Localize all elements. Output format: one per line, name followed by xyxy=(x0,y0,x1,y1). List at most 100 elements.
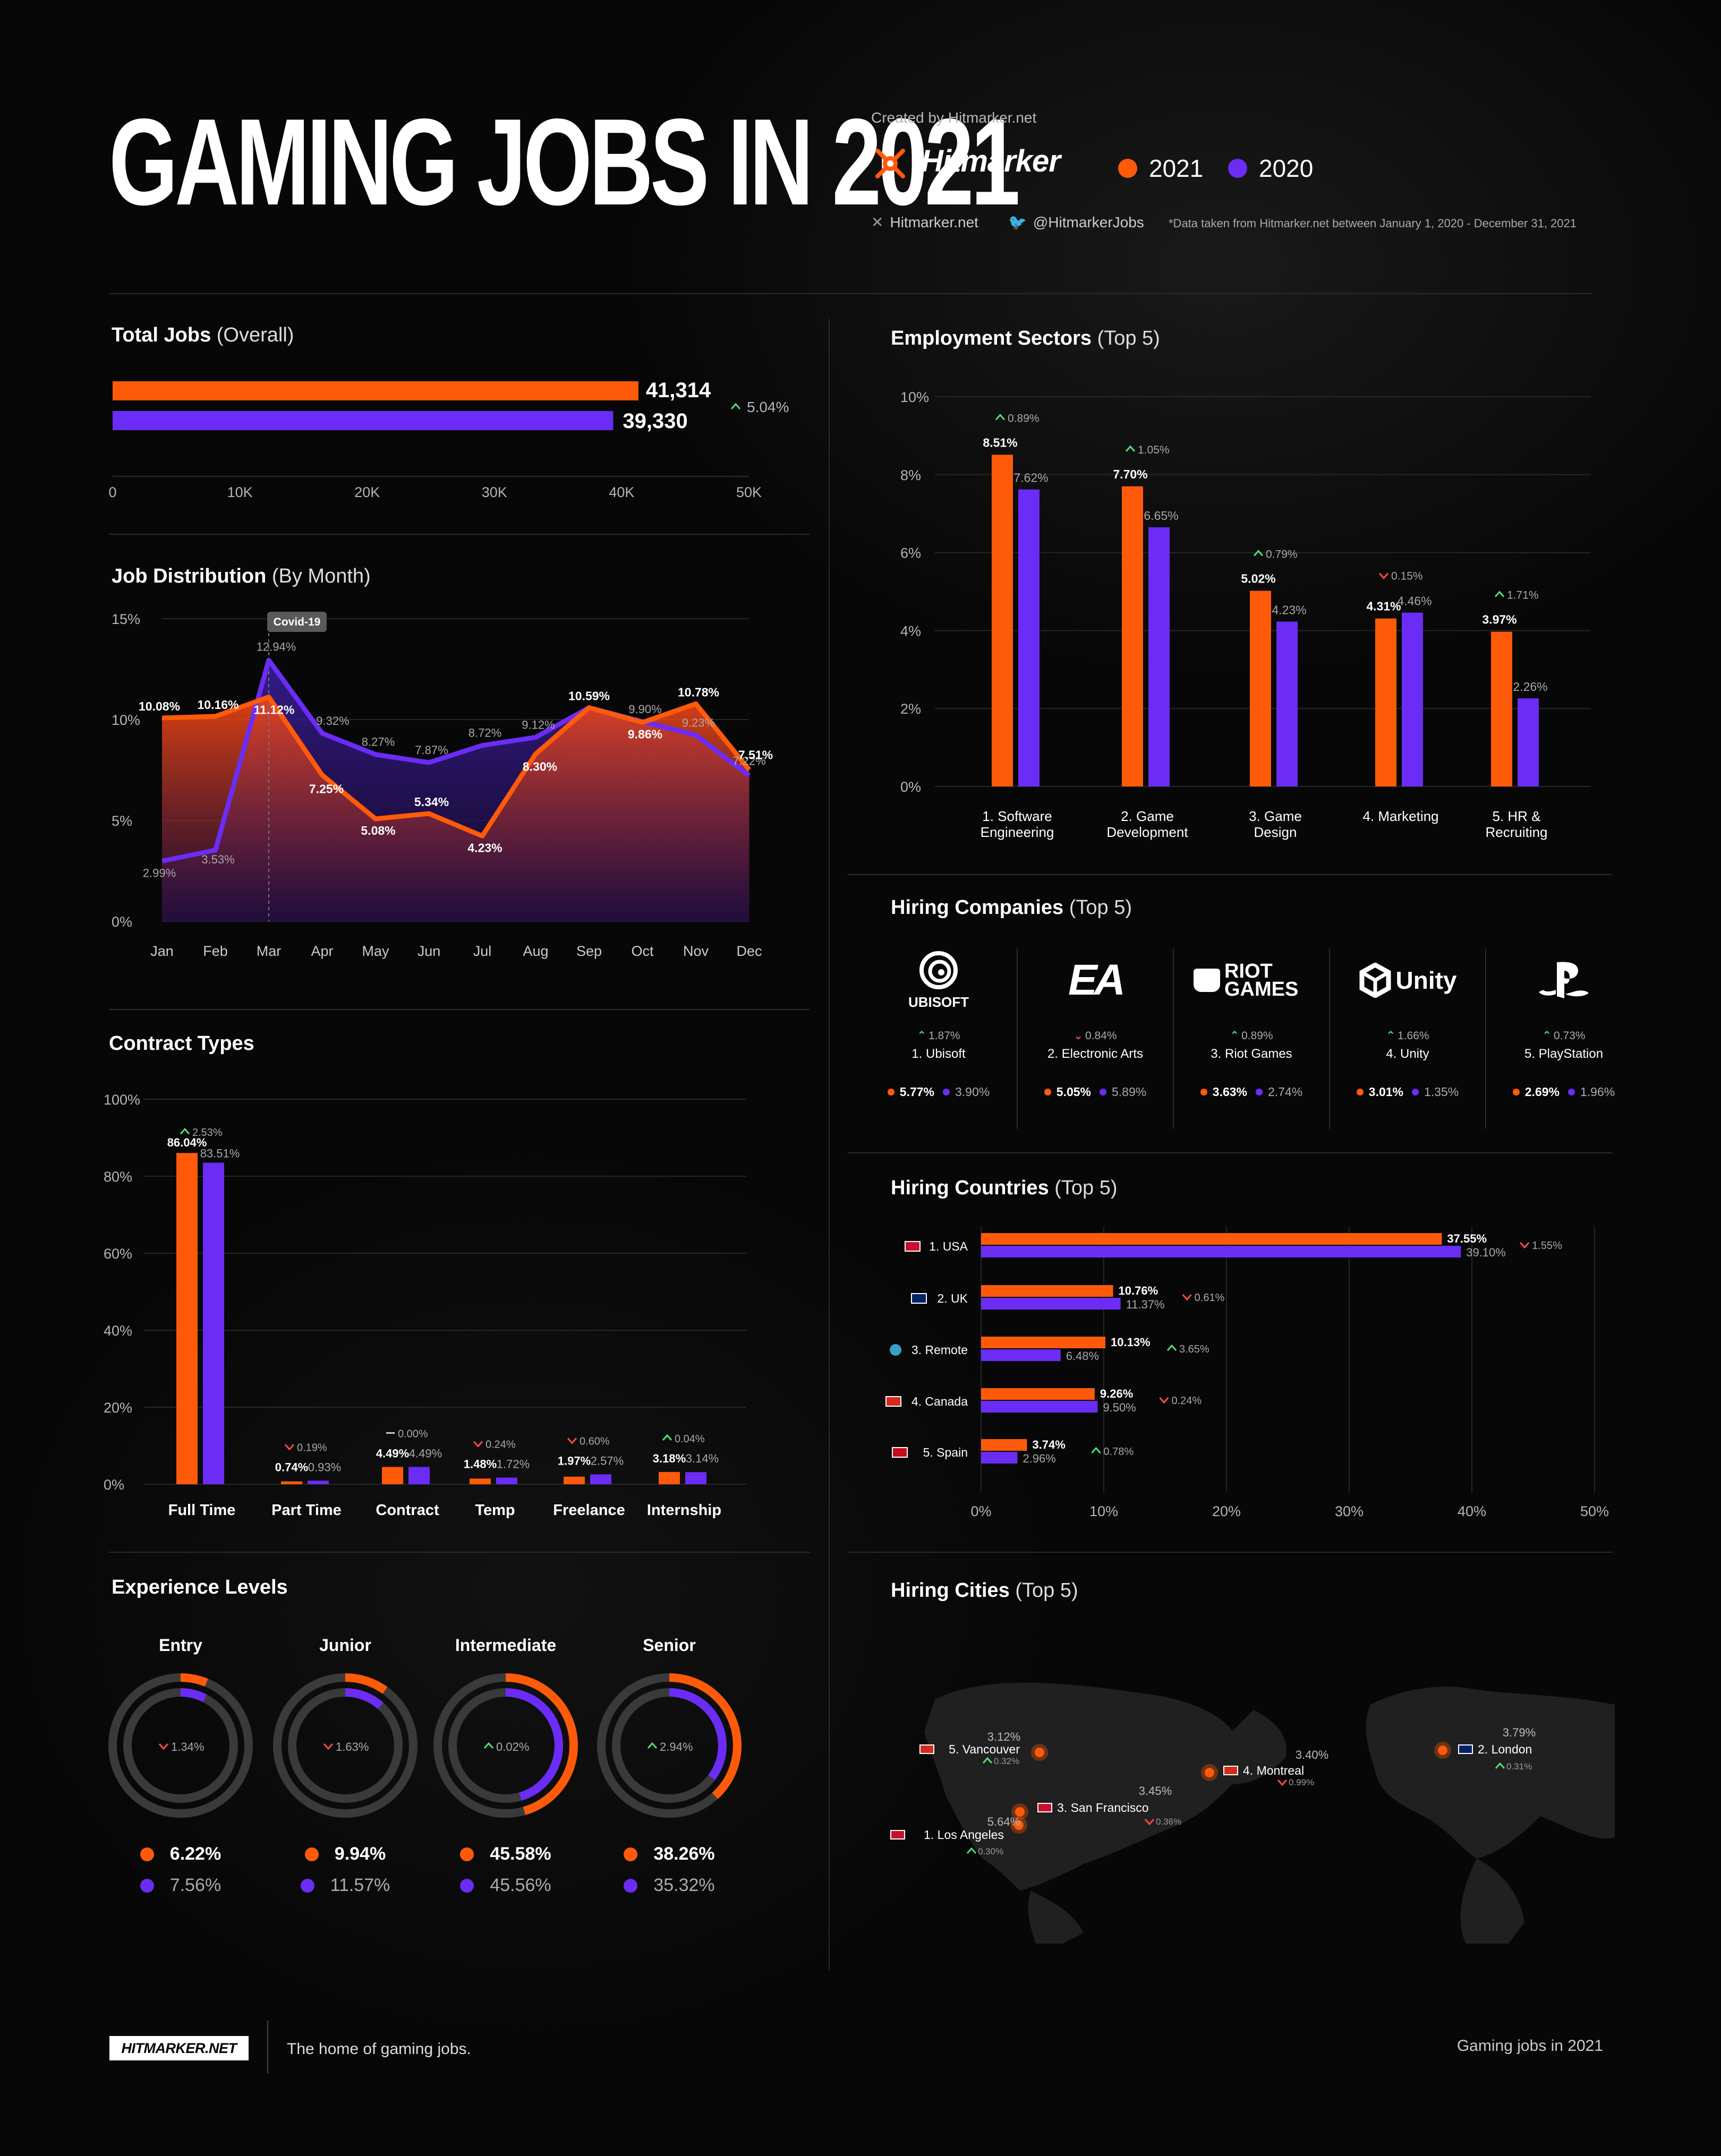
y-tick-label: 60% xyxy=(104,1246,132,1262)
experience-label: Senior xyxy=(643,1636,696,1655)
data-label-2020: 3.14% xyxy=(686,1452,719,1465)
data-label-2021: 9.86% xyxy=(628,727,662,741)
us-flag-icon xyxy=(905,1241,921,1252)
value-2020-text: 45.56% xyxy=(490,1875,551,1895)
value-2021-text: 38.26% xyxy=(653,1844,715,1864)
dot-2021 xyxy=(460,1847,474,1861)
brand-name: Hitmarker xyxy=(921,144,1061,178)
hiring-cities-title-main: Hiring Cities xyxy=(891,1579,1010,1602)
data-label-2021: 1.97% xyxy=(558,1454,591,1467)
data-label-2020: 6.48% xyxy=(1066,1349,1099,1363)
hitmarker-small-icon: ✕ xyxy=(871,214,884,230)
experience-donut: 1.63% xyxy=(273,1673,418,1818)
data-label-2021: 9.26% xyxy=(1100,1387,1133,1400)
change-up-icon: ⌃ xyxy=(1386,1030,1396,1042)
company-change: ⌃ 1.87% xyxy=(861,1029,1017,1042)
change-down-icon: ⌄ xyxy=(1074,1030,1084,1042)
value-2021: 5.05% xyxy=(1056,1085,1091,1099)
site-link[interactable]: ✕ Hitmarker.net xyxy=(871,213,978,231)
experience-item: Senior 2.94% 38.26% 35.32% xyxy=(595,1636,744,1896)
line-2020 xyxy=(161,657,751,863)
city-marker xyxy=(1014,1820,1024,1830)
data-label-2021: 10.59% xyxy=(568,689,610,703)
twitter-link[interactable]: 🐦 @HitmarkerJobs xyxy=(1008,213,1144,231)
globe-icon xyxy=(890,1344,901,1356)
x-tick-label: 50K xyxy=(736,484,762,500)
job-distribution-title: Job Distribution (By Month) xyxy=(112,565,371,588)
city-percent: 3.79% xyxy=(1503,1726,1536,1739)
dot-2020 xyxy=(140,1878,154,1893)
data-label-2021: 4.23% xyxy=(467,841,502,854)
value-2021: 3.63% xyxy=(1212,1085,1247,1099)
change-up-icon xyxy=(966,1847,977,1854)
experience-levels: Entry 1.34% 6.22% 7.56% Junior 1.63% 9.94% 11.5… xyxy=(106,1636,760,1933)
city-percent: 3.12% xyxy=(987,1730,1020,1743)
bar-2021 xyxy=(1375,618,1396,786)
company-change-text: 0.73% xyxy=(1554,1030,1586,1042)
x-tick-label: Mar xyxy=(257,943,282,959)
bar-2020 xyxy=(408,1467,430,1484)
change-up-icon xyxy=(1253,550,1264,557)
y-tick-label: 20% xyxy=(104,1400,132,1416)
x-tick-label: Full Time xyxy=(168,1502,236,1519)
dot-2020 xyxy=(1256,1089,1263,1096)
bar-2020 xyxy=(113,411,614,430)
hiring-countries-title-main: Hiring Countries xyxy=(891,1177,1049,1199)
y-tick-label: 2% xyxy=(900,701,921,717)
x-tick-label: 2. Game xyxy=(1121,808,1174,824)
value-2020: 45.56% xyxy=(431,1875,580,1896)
change-up-icon xyxy=(1125,445,1136,452)
experience-label: Intermediate xyxy=(455,1636,557,1655)
hiring-companies-title-suffix: (Top 5) xyxy=(1069,896,1132,919)
country-label: 1. USA xyxy=(929,1239,968,1253)
bar-2021 xyxy=(470,1478,491,1484)
change-up-icon xyxy=(1091,1447,1101,1453)
hiring-companies-title: Hiring Companies (Top 5) xyxy=(891,896,1132,919)
bar-2021 xyxy=(1122,486,1143,786)
change-down-icon xyxy=(1520,1242,1530,1249)
divider xyxy=(848,1152,1613,1153)
change-up-icon: ⌃ xyxy=(917,1030,927,1042)
value-2020: 11.57% xyxy=(271,1875,420,1896)
value-2021: 6.22% xyxy=(106,1844,255,1864)
company-item: Unity ⌃ 1.66% 4. Unity 3.01% 1.35% xyxy=(1329,948,1485,1129)
x-tick-label: Part Time xyxy=(271,1502,342,1519)
city-name: 4. Montreal xyxy=(1243,1764,1304,1777)
change-down-icon xyxy=(284,1444,295,1451)
experience-item: Entry 1.34% 6.22% 7.56% xyxy=(106,1636,255,1896)
x-tick-label: Feb xyxy=(203,943,228,959)
change-up-icon xyxy=(1166,1344,1177,1351)
data-label-2021: 86.04% xyxy=(167,1136,207,1149)
ca-flag-icon xyxy=(1223,1766,1238,1775)
change-up-icon xyxy=(730,403,741,409)
footer-tagline: The home of gaming jobs. xyxy=(287,2040,471,2058)
data-label-2021: 5.34% xyxy=(414,795,449,809)
value-2021-text: 6.22% xyxy=(169,1844,221,1864)
y-tick-label: 100% xyxy=(104,1092,140,1108)
value-2021: 2.69% xyxy=(1524,1085,1560,1099)
data-label-2021: 1.48% xyxy=(464,1458,497,1471)
value-2020: 5.89% xyxy=(1112,1085,1147,1099)
dot-2020 xyxy=(1412,1089,1419,1096)
es-flag-icon xyxy=(892,1447,908,1458)
bar-2021 xyxy=(992,455,1013,786)
data-label-2021: 5.08% xyxy=(361,824,395,837)
divider xyxy=(848,1552,1613,1553)
country-label: 2. UK xyxy=(937,1291,968,1305)
playstation-logo-icon xyxy=(1539,962,1589,998)
value-2020: 1.35% xyxy=(1424,1085,1459,1099)
hiring-countries-title: Hiring Countries (Top 5) xyxy=(891,1177,1118,1200)
dot-2020 xyxy=(943,1089,950,1096)
data-label-2020: 9.12% xyxy=(522,718,555,731)
y-tick-label: 10% xyxy=(112,712,140,728)
x-tick-label: Freelance xyxy=(553,1502,625,1519)
change-label: 0.78% xyxy=(1103,1446,1134,1458)
value-2020: 3.90% xyxy=(955,1085,990,1099)
bar-2021 xyxy=(382,1467,403,1484)
data-label-2021: 11.12% xyxy=(254,703,295,716)
bar-label-2020: 39,330 xyxy=(623,409,687,433)
change-label: 0.60% xyxy=(580,1435,610,1447)
bar-2020 xyxy=(981,1349,1061,1361)
bar-2021 xyxy=(981,1439,1027,1451)
